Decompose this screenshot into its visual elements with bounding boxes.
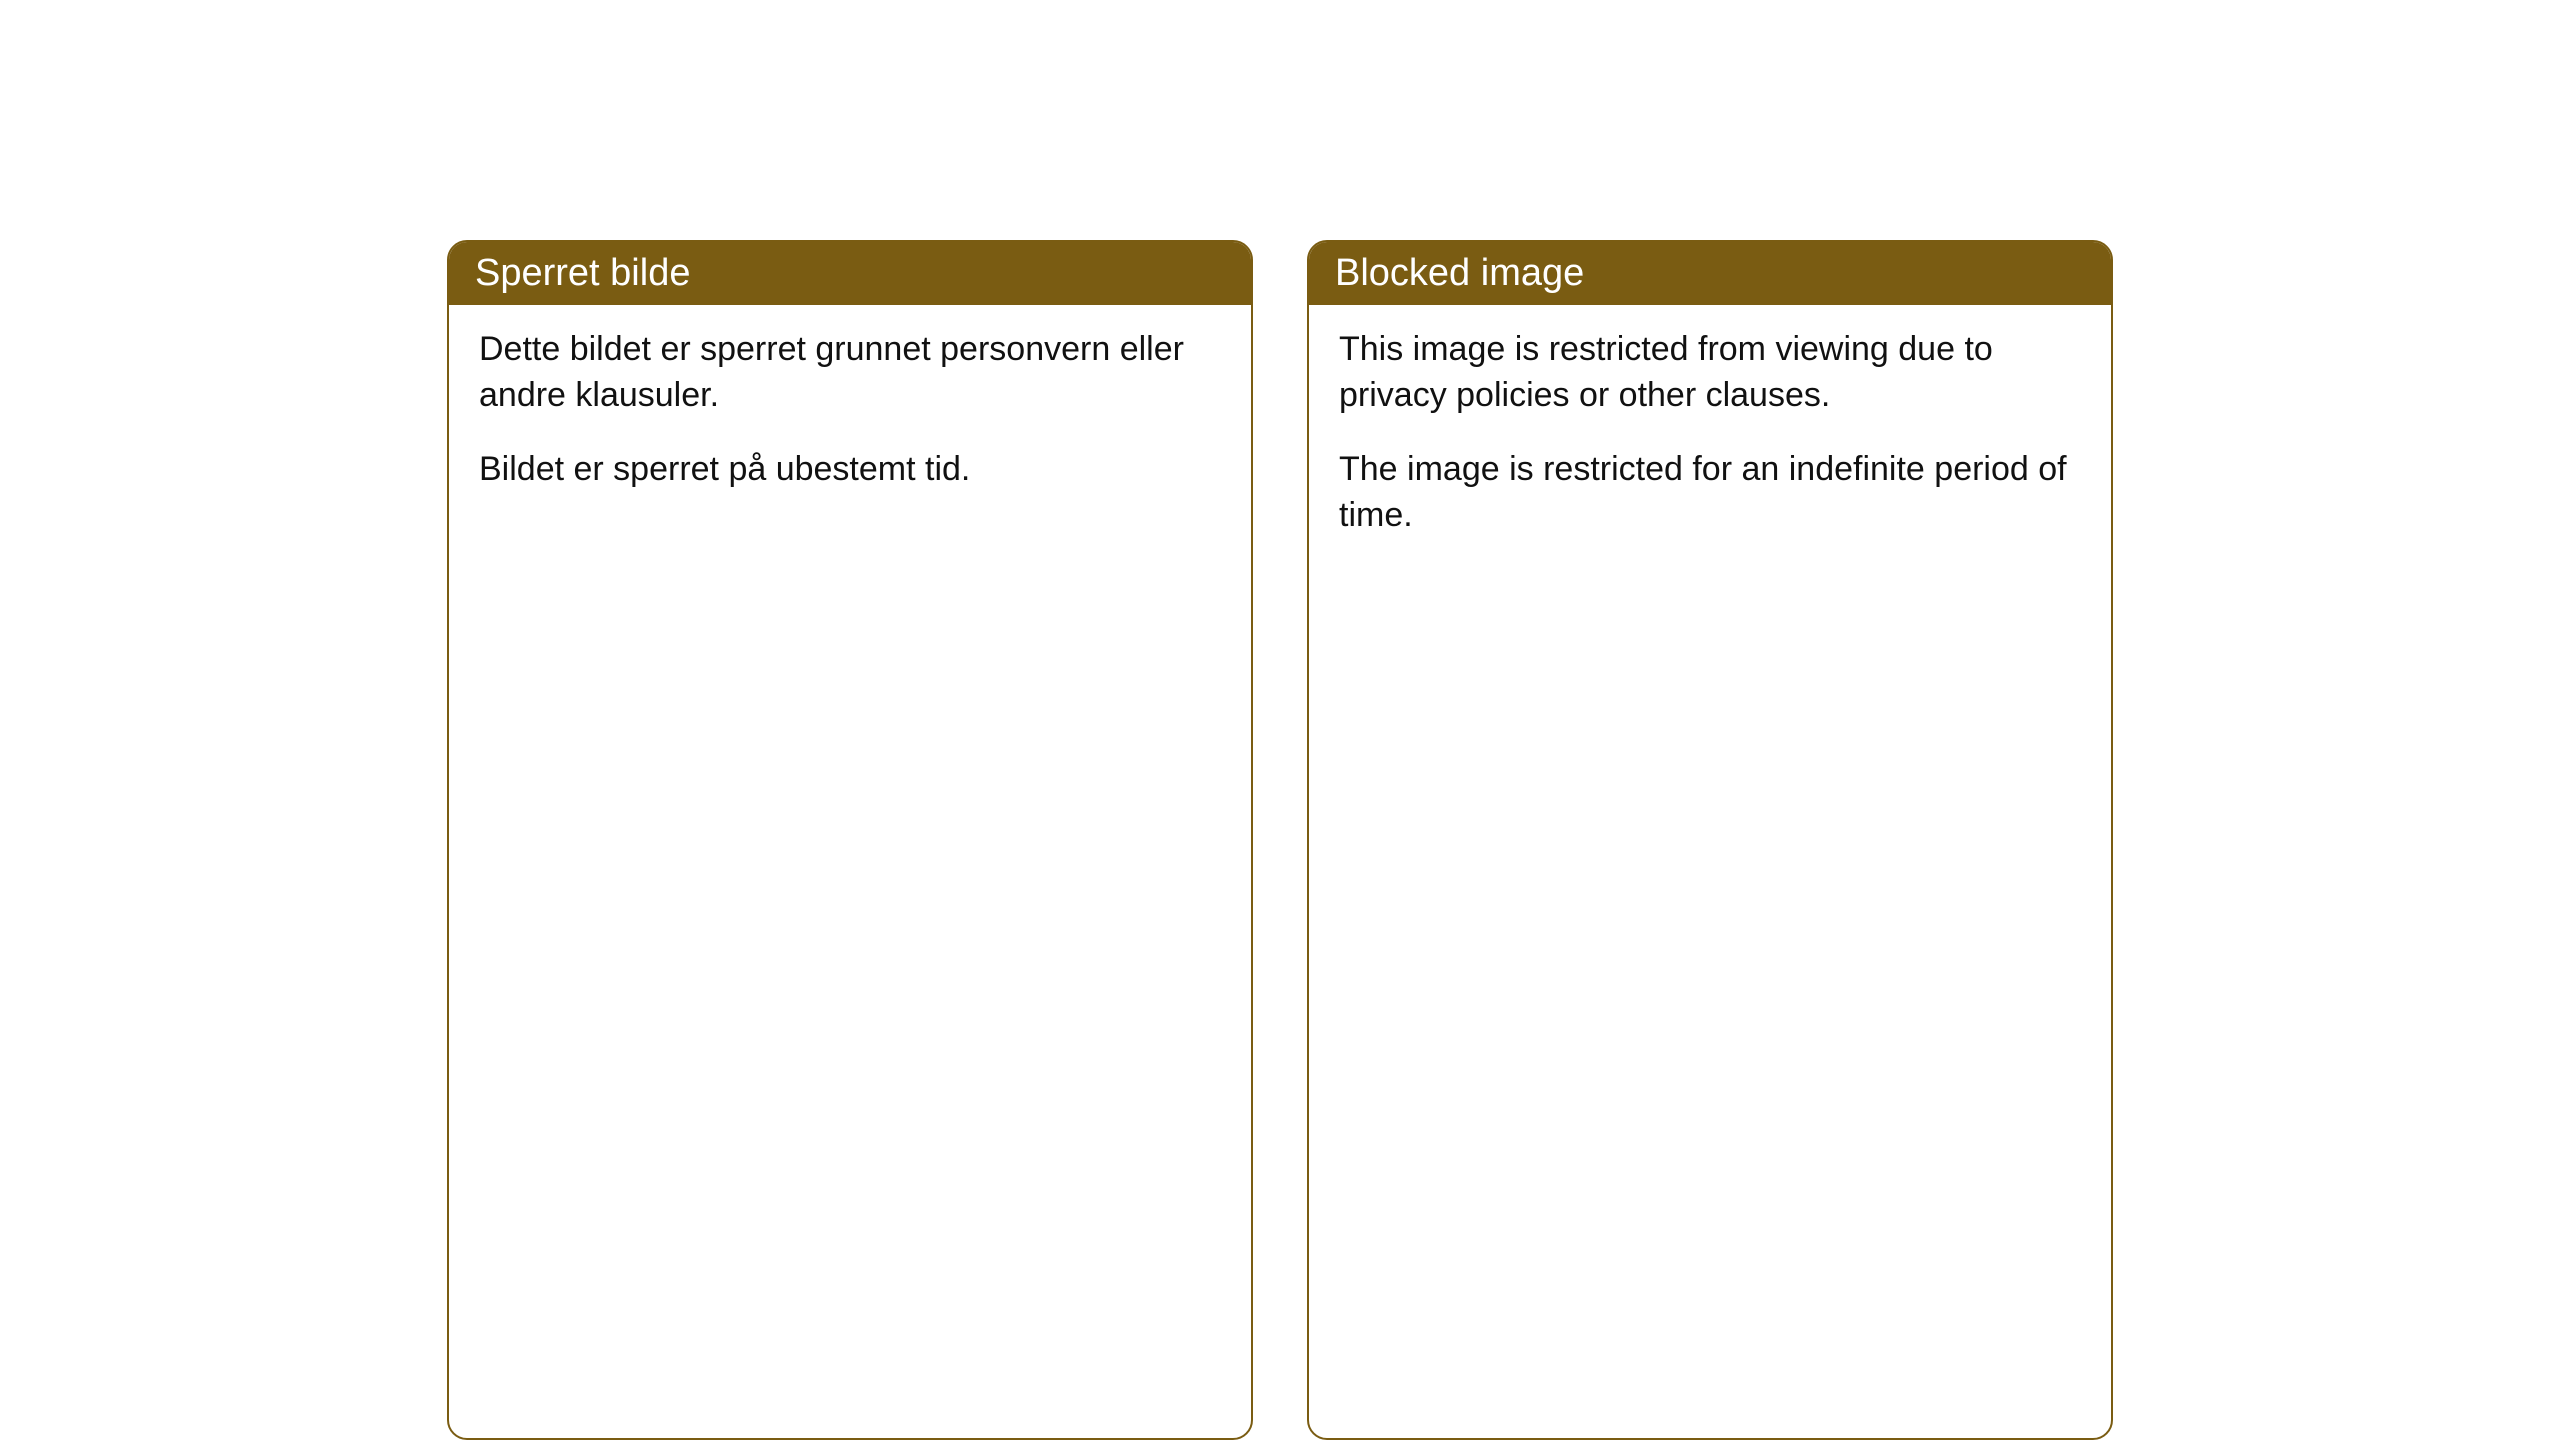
cards-container: Sperret bilde Dette bildet er sperret gr… bbox=[447, 240, 2113, 1440]
card-header-en: Blocked image bbox=[1309, 242, 2111, 305]
blocked-image-card-en: Blocked image This image is restricted f… bbox=[1307, 240, 2113, 1440]
card-header-no: Sperret bilde bbox=[449, 242, 1251, 305]
blocked-image-card-no: Sperret bilde Dette bildet er sperret gr… bbox=[447, 240, 1253, 1440]
card-body-en: This image is restricted from viewing du… bbox=[1309, 305, 2111, 579]
card-body-p2-en: The image is restricted for an indefinit… bbox=[1339, 447, 2081, 539]
card-body-p1-en: This image is restricted from viewing du… bbox=[1339, 327, 2081, 419]
card-body-no: Dette bildet er sperret grunnet personve… bbox=[449, 305, 1251, 533]
card-body-p1-no: Dette bildet er sperret grunnet personve… bbox=[479, 327, 1221, 419]
card-body-p2-no: Bildet er sperret på ubestemt tid. bbox=[479, 447, 1221, 493]
